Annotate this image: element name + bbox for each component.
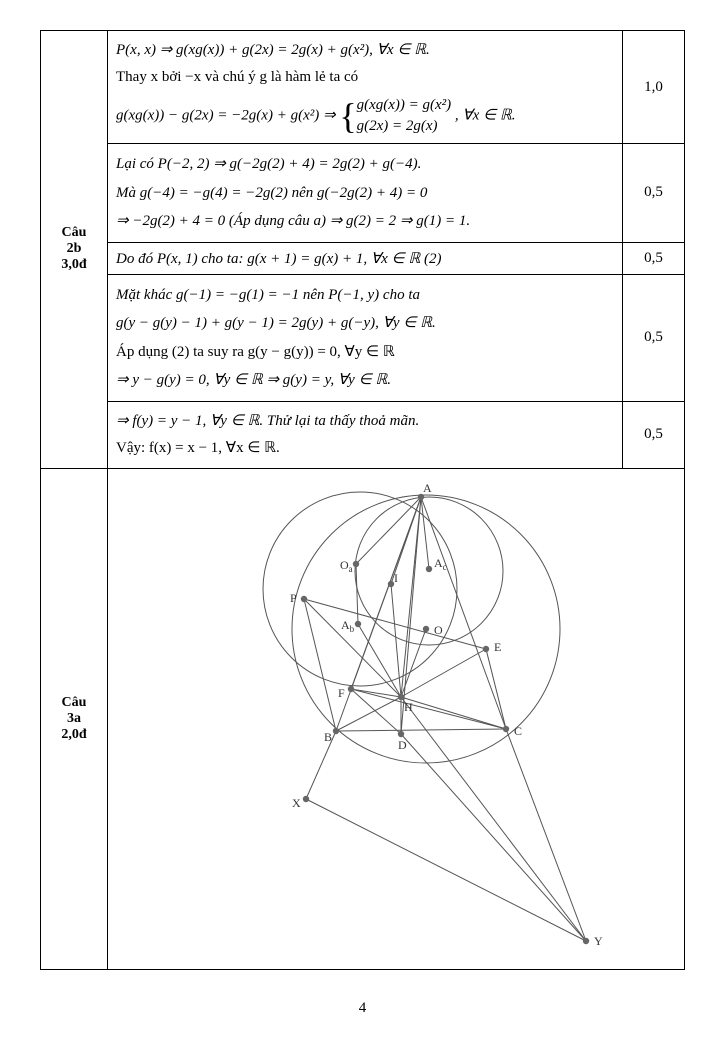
score-r3: 0,5 — [623, 242, 685, 274]
svg-text:B: B — [324, 730, 332, 744]
r5-line1: ⇒ f(y) = y − 1, ∀y ∈ ℝ. Thử lại ta thấy … — [116, 408, 614, 435]
label-2b-l3: 3,0đ — [49, 257, 99, 273]
score-r1: 1,0 — [623, 31, 685, 144]
label-3a-l2: 3a — [49, 711, 99, 727]
svg-text:H: H — [404, 700, 413, 714]
svg-text:O: O — [434, 623, 443, 637]
svg-text:Y: Y — [594, 934, 603, 948]
r1-line3b: ) ⇒ — [314, 107, 339, 123]
r5-line2: Vậy: f(x) = x − 1, ∀x ∈ ℝ. — [116, 440, 280, 456]
content-row-5: ⇒ f(y) = y − 1, ∀y ∈ ℝ. Thử lại ta thấy … — [108, 401, 623, 468]
content-row-3: Do đó P(x, 1) cho ta: g(x + 1) = g(x) + … — [108, 242, 623, 274]
label-cau-3a: Câu 3a 2,0đ — [41, 468, 108, 969]
label-3a-l3: 2,0đ — [49, 727, 99, 743]
solution-table: Câu 2b 3,0đ P(x, x) ⇒ g(xg(x)) + g(2x) =… — [40, 30, 685, 970]
page-number: 4 — [40, 1000, 685, 1017]
r1-line3a: g(xg(x)) − g(2x) = −2g(x) + g(x — [116, 107, 310, 123]
score-r5: 0,5 — [623, 401, 685, 468]
r2-line2: Mà g(−4) = −g(4) = −2g(2) nên g(−2g(2) +… — [116, 179, 614, 208]
label-cau-2b: Câu 2b 3,0đ — [41, 31, 108, 469]
r1-line1b: ), ∀x ∈ ℝ. — [364, 42, 430, 58]
diagram-cell: A Oa I Ac P Ab O E F H B D C X Y — [108, 468, 685, 969]
content-row-1: P(x, x) ⇒ g(xg(x)) + g(2x) = 2g(x) + g(x… — [108, 31, 623, 144]
svg-text:C: C — [514, 724, 522, 738]
r2-line3: ⇒ −2g(2) + 4 = 0 (Áp dụng câu a) ⇒ g(2) … — [116, 207, 614, 236]
svg-text:D: D — [398, 738, 407, 752]
r1-line3c: , ∀x ∈ ℝ. — [455, 107, 516, 123]
label-2b-l2: 2b — [49, 241, 99, 257]
r4-line3: Áp dụng (2) ta suy ra g(y − g(y)) = 0, ∀… — [116, 344, 395, 360]
r2-line1: Lại có P(−2, 2) ⇒ g(−2g(2) + 4) = 2g(2) … — [116, 150, 614, 179]
svg-text:Ac: Ac — [434, 556, 447, 572]
svg-text:Ab: Ab — [341, 618, 355, 634]
r4-line1: Mặt khác g(−1) = −g(1) = −1 nên P(−1, y)… — [116, 281, 614, 310]
content-row-4: Mặt khác g(−1) = −g(1) = −1 nên P(−1, y)… — [108, 274, 623, 401]
r1-brace2: g(2x) = 2g(x) — [357, 118, 438, 134]
score-r4: 0,5 — [623, 274, 685, 401]
r1-brace1: g(xg(x)) = g(x²) — [357, 97, 452, 113]
r4-line2: g(y − g(y) − 1) + g(y − 1) = 2g(y) + g(−… — [116, 309, 614, 338]
label-2b-l1: Câu — [49, 225, 99, 241]
svg-text:F: F — [338, 686, 345, 700]
brace-icon: { — [339, 98, 356, 134]
r1-line2: Thay x bởi −x và chú ý g là hàm lẻ ta có — [116, 69, 358, 85]
score-r2: 0,5 — [623, 144, 685, 243]
r1-line1a: P(x, x) ⇒ g(xg(x)) + g(2x) = 2g(x) + g(x — [116, 42, 360, 58]
svg-text:X: X — [292, 796, 301, 810]
r3-line1: Do đó P(x, 1) cho ta: g(x + 1) = g(x) + … — [116, 251, 441, 267]
geometry-diagram: A Oa I Ac P Ab O E F H B D C X Y — [166, 479, 626, 959]
svg-text:Oa: Oa — [340, 558, 353, 574]
svg-text:P: P — [290, 591, 297, 605]
content-row-2: Lại có P(−2, 2) ⇒ g(−2g(2) + 4) = 2g(2) … — [108, 144, 623, 243]
r4-line4: ⇒ y − g(y) = 0, ∀y ∈ ℝ ⇒ g(y) = y, ∀y ∈ … — [116, 366, 614, 395]
svg-text:A: A — [423, 481, 432, 495]
svg-text:E: E — [494, 640, 501, 654]
svg-text:I: I — [394, 571, 398, 585]
label-3a-l1: Câu — [49, 695, 99, 711]
